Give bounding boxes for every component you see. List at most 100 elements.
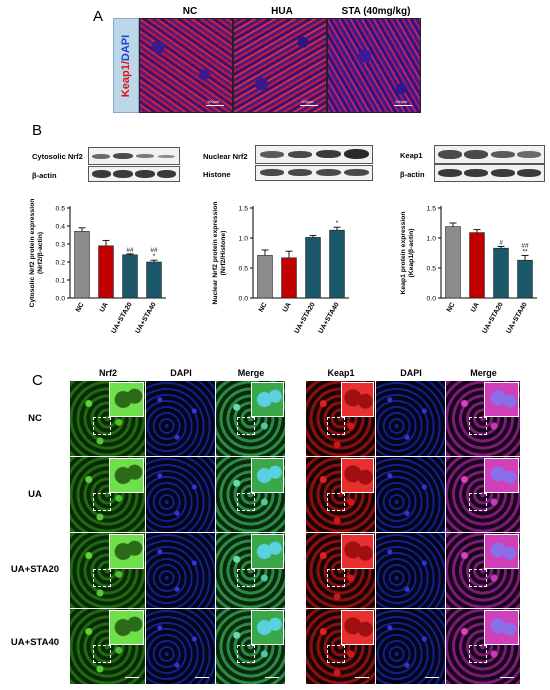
fluorescence-image-dapi (376, 533, 445, 608)
western-blot-cytosolic-nrf2 (88, 147, 180, 165)
western-blot-beta-actin (88, 166, 180, 182)
col-label-keap1: Keap1 (327, 368, 355, 378)
zoom-inset (341, 534, 374, 569)
x-tick-label: UA+STA20 (481, 301, 504, 335)
x-tick-label: UA+STA40 (505, 301, 528, 335)
col-label-merge-left: Merge (237, 368, 265, 378)
y-tick-label: 0.3 (56, 242, 66, 249)
dashed-roi-box (237, 645, 255, 663)
dashed-roi-box (93, 569, 111, 587)
blot-label-histone: Histone (203, 170, 231, 179)
significance-mark: # (499, 239, 503, 246)
y-tick-label: 0.1 (56, 278, 66, 285)
x-tick-label: NC (258, 301, 269, 313)
fluorescence-image-merge-keap1 (446, 609, 520, 684)
zoom-inset (484, 610, 519, 645)
significance-mark: ## (521, 242, 529, 249)
western-blot-nuclear-nrf2 (255, 145, 373, 164)
bar (469, 232, 485, 299)
scale-bar (355, 677, 369, 678)
stain-dapi-label: DAPI (120, 34, 132, 61)
y-tick-label: 1.5 (239, 206, 249, 213)
scale-bar (195, 677, 209, 678)
bar-chart-nuclear-nrf2: Nuclear Nrf2 protein expression(Nrf2/His… (212, 201, 349, 335)
dashed-roi-box (93, 417, 111, 435)
bar (74, 231, 90, 299)
col-label-merge-right: Merge (470, 368, 497, 378)
bar (281, 257, 297, 299)
x-tick-label: UA+STA40 (317, 301, 340, 335)
x-tick-label: UA+STA40 (134, 301, 157, 335)
scale-bar (300, 105, 318, 106)
dashed-roi-box (237, 493, 255, 511)
panel-a-letter: A (93, 8, 104, 25)
dashed-roi-box (237, 569, 255, 587)
fluorescence-image-merge-nrf2 (216, 457, 285, 532)
y-axis-label: Cytosolic Nrf2 protein expression(Nrf2/β… (29, 199, 44, 308)
fluorescence-image-merge-nrf2 (216, 533, 285, 608)
western-blot-beta-actin-right (434, 164, 545, 182)
fluorescence-image-merge-keap1 (446, 381, 520, 456)
dashed-roi-box (93, 493, 111, 511)
fluorescence-image-nrf2 (70, 381, 145, 456)
dashed-roi-box (327, 417, 345, 435)
bar (517, 259, 533, 299)
zoom-inset (251, 610, 284, 645)
y-tick-label: 0.5 (56, 206, 66, 213)
zoom-inset (341, 458, 374, 493)
western-blot-histone (255, 165, 373, 181)
x-tick-label: NC (75, 301, 86, 313)
panel-b-letter: B (32, 122, 43, 139)
bar (329, 229, 345, 299)
y-tick-label: 0.5 (427, 266, 437, 273)
fluorescence-image-keap1 (306, 609, 375, 684)
bar-chart-cytosolic-nrf2: Cytosolic Nrf2 protein expression(Nrf2/β… (29, 199, 166, 335)
panel-a-col-nc: NC (182, 6, 198, 17)
significance-mark: ** (522, 248, 528, 255)
x-tick-label: UA+STA20 (293, 301, 316, 335)
row-label-ua-sta20: UA+STA20 (10, 564, 60, 575)
y-tick-label: 1.5 (427, 206, 437, 213)
panel-a-col-sta: STA (40mg/kg) (341, 6, 411, 17)
scale-label: 100μm (301, 99, 314, 104)
dashed-roi-box (327, 645, 345, 663)
bar (493, 247, 509, 299)
fluorescence-image-merge-nrf2 (216, 609, 285, 684)
fluorescence-image-dapi (376, 609, 445, 684)
scale-bar (125, 677, 139, 678)
bar (122, 254, 138, 299)
x-tick-label: NC (446, 301, 457, 313)
row-label-ua: UA (28, 489, 42, 500)
dashed-roi-box (469, 493, 487, 511)
row-label-ua-sta40: UA+STA40 (10, 637, 60, 648)
zoom-inset (484, 458, 519, 493)
scale-bar (206, 105, 224, 106)
y-tick-label: 0.0 (239, 296, 249, 303)
fluorescence-image-nrf2 (70, 533, 145, 608)
fluorescence-image-keap1 (306, 457, 375, 532)
y-tick-label: 0.0 (427, 296, 437, 303)
dashed-roi-box (469, 417, 487, 435)
col-label-dapi-left: DAPI (170, 368, 192, 378)
scale-bar (500, 677, 514, 678)
fluorescence-image-keap1 (306, 533, 375, 608)
scale-bar (425, 677, 439, 678)
fluorescence-image-nrf2 (70, 457, 145, 532)
panel-a-col-hua: HUA (271, 6, 293, 17)
scale-bar (394, 105, 412, 106)
y-tick-label: 0.5 (239, 266, 249, 273)
x-tick-label: UA+STA20 (110, 301, 133, 335)
blot-label-beta-actin-right: β-actin (400, 170, 425, 179)
significance-mark: * (336, 220, 339, 227)
dashed-roi-box (469, 569, 487, 587)
fluorescence-image-merge-keap1 (446, 457, 520, 532)
zoom-inset (251, 458, 284, 493)
blot-label-keap1: Keap1 (400, 151, 423, 160)
fluorescence-image-merge-nrf2 (216, 381, 285, 456)
zoom-inset (109, 534, 144, 569)
zoom-inset (341, 382, 374, 417)
blot-label-nuclear-nrf2: Nuclear Nrf2 (203, 152, 248, 161)
fluorescence-image-merge-keap1 (446, 533, 520, 608)
dashed-roi-box (327, 569, 345, 587)
y-tick-label: 1.0 (239, 236, 249, 243)
